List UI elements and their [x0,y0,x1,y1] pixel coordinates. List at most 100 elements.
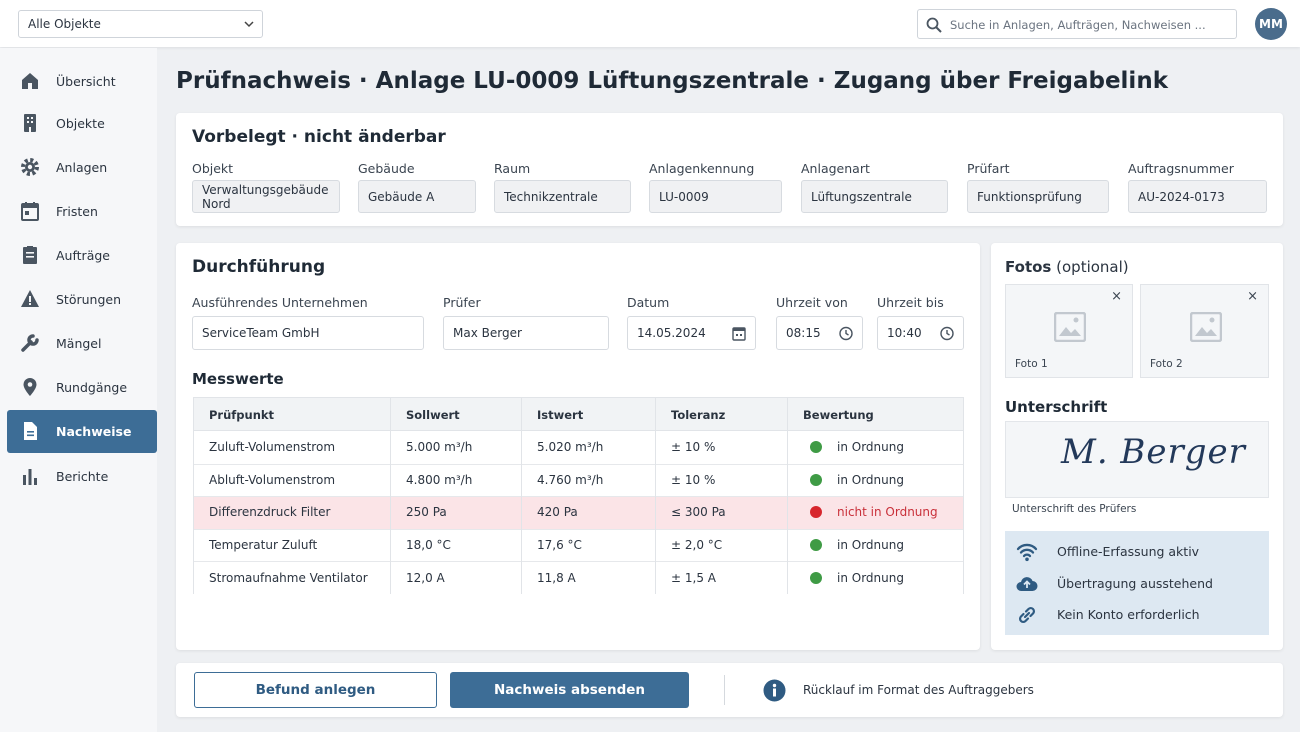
sidebar: Übersicht Objekte Anlagen Fristen Aufträge St… [0,48,157,732]
nav-item[interactable]: Fristen [7,190,157,233]
status-text: Übertragung ausstehend [1057,575,1213,591]
input[interactable]: 14.05.2024 [627,316,756,350]
photo-remove[interactable]: × [1247,289,1258,304]
photo-placeholder-svg [1189,311,1222,343]
status-dot [810,539,822,552]
info-icon [763,679,786,702]
table-cell: in Ordnung [787,463,963,497]
input-value: 08:15 [786,326,821,340]
nav-item[interactable]: Rundgänge [7,366,157,409]
signature-title: Unterschrift [1005,398,1108,416]
section-title: Durchführung [192,257,326,277]
column-header: Istwert [521,398,655,431]
secondary-button[interactable]: Befund anlegen [194,672,437,708]
cell-text: ± 10 % [671,440,716,455]
object-select[interactable]: Alle Objekte [18,10,263,38]
cell-text: ± 1,5 A [671,570,716,585]
table-cell: 250 Pa [390,496,521,529]
table-cell: Zuluft-Volumenstrom [194,431,390,464]
field-label: Uhrzeit bis [877,295,944,310]
nav-icon [20,333,40,357]
table-cell: nicht in Ordnung [787,496,963,529]
nav-item[interactable]: Nachweise [7,410,157,453]
cell-text: Stromaufnahme Ventilator [209,570,368,585]
table-header [194,398,963,431]
cell-text: in Ordnung [837,570,904,585]
nav-item[interactable]: Übersicht [7,60,157,103]
info-text: Rücklauf im Format des Auftraggebers [803,683,1034,697]
nav-icon [20,421,40,445]
field-label: Uhrzeit von [776,295,848,310]
column-header: Toleranz [655,398,787,431]
field-value: AU-2024-0173 [1128,180,1267,213]
input[interactable]: 08:15 [776,316,863,350]
input[interactable]: 10:40 [877,316,964,350]
cell-text: Temperatur Zuluft [209,538,318,553]
input-value: 14.05.2024 [637,326,706,340]
object-select-value: Alle Objekte [28,17,101,31]
primary-button[interactable]: Nachweis absenden [450,672,689,708]
nav-label: Übersicht [56,74,116,89]
nav-item[interactable]: Mängel [7,322,157,365]
nav-item[interactable]: Störungen [7,278,157,321]
table-cell: ≤ 300 Pa [655,496,787,529]
execution-card: Durchführung Messwerte Prüfpunkt Sollwert… [176,243,980,650]
status-dot [810,571,822,584]
nav-item[interactable]: Objekte [7,102,157,145]
nav-item[interactable]: Anlagen [7,146,157,189]
field-label: Ausführendes Unternehmen [192,295,368,310]
search-box[interactable]: Suche in Anlagen, Aufträgen, Nachweisen … [917,9,1237,39]
cell-text: 5.000 m³/h [406,440,473,455]
cell-text: Abluft-Volumenstrom [209,472,336,487]
field-label: Anlagenart [801,161,870,176]
photo-remove[interactable]: × [1111,289,1122,304]
table-row [194,528,963,562]
cell-text: in Ordnung [837,538,904,553]
table-row [194,561,963,594]
divider [724,675,725,705]
status-icon-svg [1016,543,1038,562]
cell-text: in Ordnung [837,472,904,487]
cell-text: 5.020 m³/h [537,440,604,455]
nav-icon-svg [21,334,39,352]
column-header: Sollwert [390,398,521,431]
field-label: Anlagenkennung [649,161,755,176]
signature-box[interactable]: M. Berger [1005,421,1269,498]
table-cell: Stromaufnahme Ventilator [194,561,390,594]
nav-icon-svg [24,114,36,132]
field-label: Objekt [192,161,234,176]
photo-tile[interactable]: × Foto 1 [1005,284,1133,378]
table-cell: ± 10 % [655,431,787,464]
table-row [194,463,963,497]
nav-icon [20,157,40,181]
table-cell: ± 1,5 A [655,561,787,594]
photos-note: (optional) [1056,258,1129,276]
field-label: Prüfart [967,161,1010,176]
search-placeholder: Suche in Anlagen, Aufträgen, Nachweisen … [950,18,1206,32]
cell-text: 420 Pa [537,505,578,520]
input-value: ServiceTeam GmbH [202,326,320,340]
table-cell: 17,6 °C [521,528,655,562]
table-row [194,431,963,464]
nav-label: Objekte [56,116,105,131]
status-dot [810,506,822,519]
nav-item[interactable]: Aufträge [7,234,157,277]
input[interactable]: Max Berger [443,316,609,350]
status-dot [810,473,822,486]
cell-text: nicht in Ordnung [837,505,938,520]
avatar[interactable]: MM [1255,8,1287,40]
input[interactable]: ServiceTeam GmbH [192,316,424,350]
table-cell: Temperatur Zuluft [194,529,390,562]
field-label: Datum [627,295,670,310]
nav-icon-svg [24,422,37,440]
footer-card: Befund anlegen Nachweis absenden Rücklau… [176,663,1283,717]
nav-icon [20,201,40,225]
nav-item[interactable]: Berichte [7,455,157,498]
nav-icon [20,245,40,269]
nav-icon-svg [23,378,37,396]
photo-tile[interactable]: × Foto 2 [1140,284,1269,378]
status-icon-svg [1018,606,1036,624]
topbar: Alle Objekte Suche in Anlagen, Aufträgen… [0,0,1300,47]
field-value: Technikzentrale [494,180,631,213]
nav-icon [20,113,40,137]
